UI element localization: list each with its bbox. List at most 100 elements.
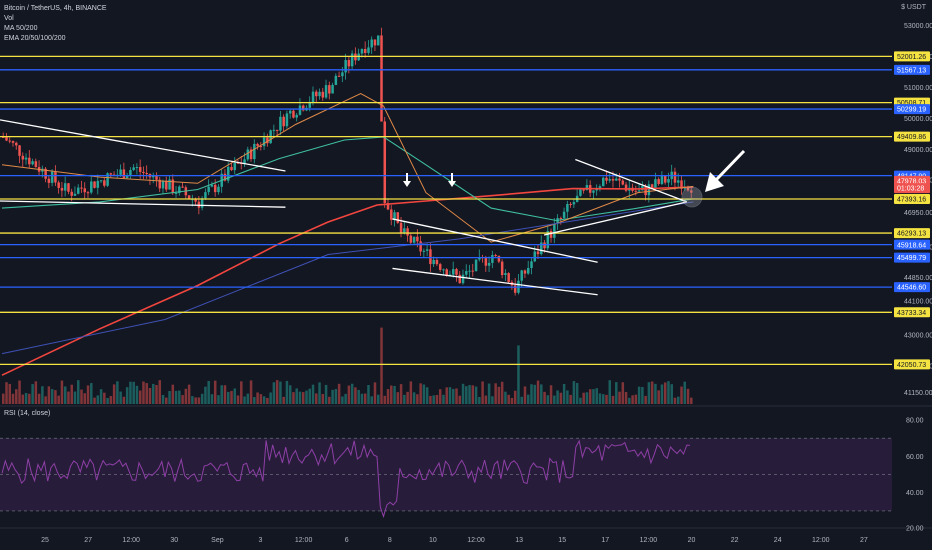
candle-body xyxy=(76,187,80,194)
candle-body xyxy=(461,274,465,284)
candle-body xyxy=(569,203,572,205)
candle-body xyxy=(301,105,305,111)
volume-bar xyxy=(670,384,673,404)
volume-bar xyxy=(73,391,77,404)
volume-bar xyxy=(226,391,230,404)
volume-bar xyxy=(601,394,605,404)
rsi-tick-label: 20.00 xyxy=(906,526,924,533)
volume-bar xyxy=(217,395,220,404)
time-tick-label: 30 xyxy=(170,537,178,544)
candle-body xyxy=(73,193,77,196)
level-price-label: 45918.64 xyxy=(897,242,926,249)
volume-bar xyxy=(24,392,28,404)
candle-body xyxy=(99,180,103,182)
candle-body xyxy=(530,261,533,268)
volume-bar xyxy=(31,384,34,404)
volume-bar xyxy=(403,394,406,404)
candle-body xyxy=(324,85,328,98)
volume-bar xyxy=(582,392,585,404)
candle-body xyxy=(543,242,546,249)
volume-bar xyxy=(324,384,328,404)
candle-body xyxy=(155,175,158,180)
volume-bar xyxy=(28,393,31,404)
candle-body xyxy=(663,175,667,183)
volume-bar xyxy=(318,382,321,404)
candle-body xyxy=(435,259,439,265)
volume-bar xyxy=(445,387,448,404)
volume-bar xyxy=(468,385,471,404)
candle-body xyxy=(125,175,129,179)
volume-bar xyxy=(494,383,497,404)
volume-bar xyxy=(575,383,579,404)
level-price-label: 43733.34 xyxy=(897,310,926,317)
candle-body xyxy=(50,171,54,183)
volume-bar xyxy=(90,383,93,404)
price-tick-label: 44850.00 xyxy=(904,275,932,282)
volume-bar xyxy=(435,395,439,404)
candle-body xyxy=(135,167,139,169)
volume-bar xyxy=(673,397,677,404)
candle-body xyxy=(28,157,31,165)
volume-bar xyxy=(360,393,364,404)
candle-body xyxy=(187,195,191,200)
candle-body xyxy=(86,192,90,194)
volume-bar xyxy=(455,388,458,404)
volume-bar xyxy=(246,393,250,404)
volume-bar xyxy=(507,394,510,404)
candle-body xyxy=(243,159,246,164)
ma-indicator-label: MA 50/200 xyxy=(4,25,38,32)
time-tick-label: 27 xyxy=(84,537,92,544)
level-price-label: 50299.19 xyxy=(897,107,926,114)
volume-bar xyxy=(155,385,158,404)
volume-bar xyxy=(321,393,325,404)
volume-bar xyxy=(63,386,67,404)
time-tick-label: 13 xyxy=(515,537,523,544)
candle-body xyxy=(559,218,563,220)
candle-body xyxy=(279,116,282,131)
candle-body xyxy=(344,60,347,73)
volume-bar xyxy=(442,394,445,404)
rsi-tick-label: 80.00 xyxy=(906,418,924,425)
candle-body xyxy=(608,179,612,181)
candle-body xyxy=(217,186,220,193)
volume-bar xyxy=(406,391,409,404)
candle-body xyxy=(360,48,364,54)
candle-body xyxy=(83,188,87,193)
volume-bar xyxy=(337,383,341,404)
time-tick-label: 15 xyxy=(558,537,566,544)
candle-body xyxy=(158,179,162,189)
volume-bar xyxy=(399,384,403,404)
candle-body xyxy=(171,179,175,194)
level-price-label: 49409.86 xyxy=(897,134,926,141)
time-tick-label: 10 xyxy=(429,537,437,544)
candle-body xyxy=(103,180,106,186)
volume-bar xyxy=(350,383,354,404)
volume-bar xyxy=(504,391,507,404)
candle-body xyxy=(536,251,540,255)
volume-bar xyxy=(631,395,634,404)
candle-body xyxy=(308,102,312,108)
price-tick-label: 53000.00 xyxy=(904,23,932,30)
candle-body xyxy=(204,192,207,199)
volume-bar xyxy=(471,385,475,404)
candle-body xyxy=(288,110,292,114)
ema-100-line xyxy=(1,136,694,222)
volume-bar xyxy=(99,389,103,404)
volume-bar xyxy=(47,386,51,404)
volume-bar xyxy=(357,389,360,404)
volume-bar xyxy=(383,395,387,404)
volume-bar xyxy=(386,389,390,404)
price-tick-label: 41150.00 xyxy=(904,390,932,397)
level-price-badge xyxy=(894,252,930,263)
candle-body xyxy=(601,177,605,187)
volume-bar xyxy=(500,381,504,404)
time-tick-label: 3 xyxy=(259,537,263,544)
volume-bar xyxy=(484,395,488,404)
candle-body xyxy=(546,230,550,249)
volume-bar xyxy=(334,389,338,404)
candle-body xyxy=(468,270,471,272)
candle-body xyxy=(11,141,15,143)
volume-bar xyxy=(171,384,175,404)
candle-body xyxy=(90,181,93,193)
